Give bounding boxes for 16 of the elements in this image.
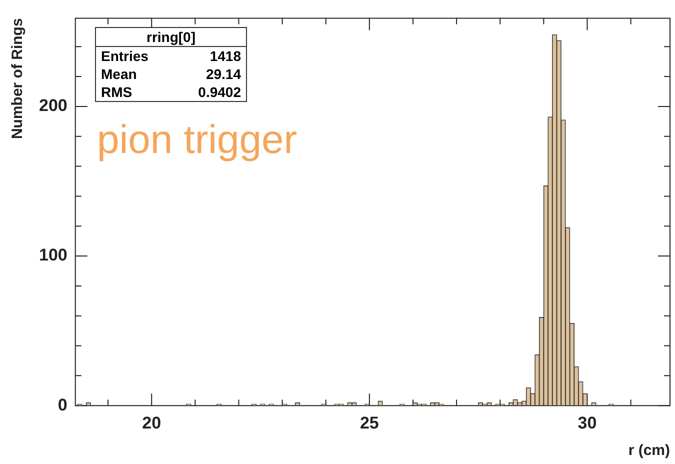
annotation: rring[0] <box>96 28 246 47</box>
y-tick-label: 100 <box>38 246 68 265</box>
annotation: 0.9402 <box>198 83 241 101</box>
y-tick-label: 0 <box>58 395 68 414</box>
annotation: Mean <box>101 65 137 83</box>
annotation: pion trigger <box>97 118 298 163</box>
annotation: RMS <box>101 83 132 101</box>
annotation: 1418 <box>210 47 241 65</box>
annotation: 29.14 <box>206 65 241 83</box>
x-tick-label: 30 <box>578 413 597 432</box>
y-axis-title: Number of Rings <box>9 18 26 140</box>
annotation: Entries <box>101 47 148 65</box>
y-tick-label: 200 <box>38 96 68 116</box>
x-tick-label: 20 <box>142 413 162 432</box>
x-tick-label: 25 <box>360 413 379 432</box>
x-axis-title: r (cm) <box>628 442 670 460</box>
